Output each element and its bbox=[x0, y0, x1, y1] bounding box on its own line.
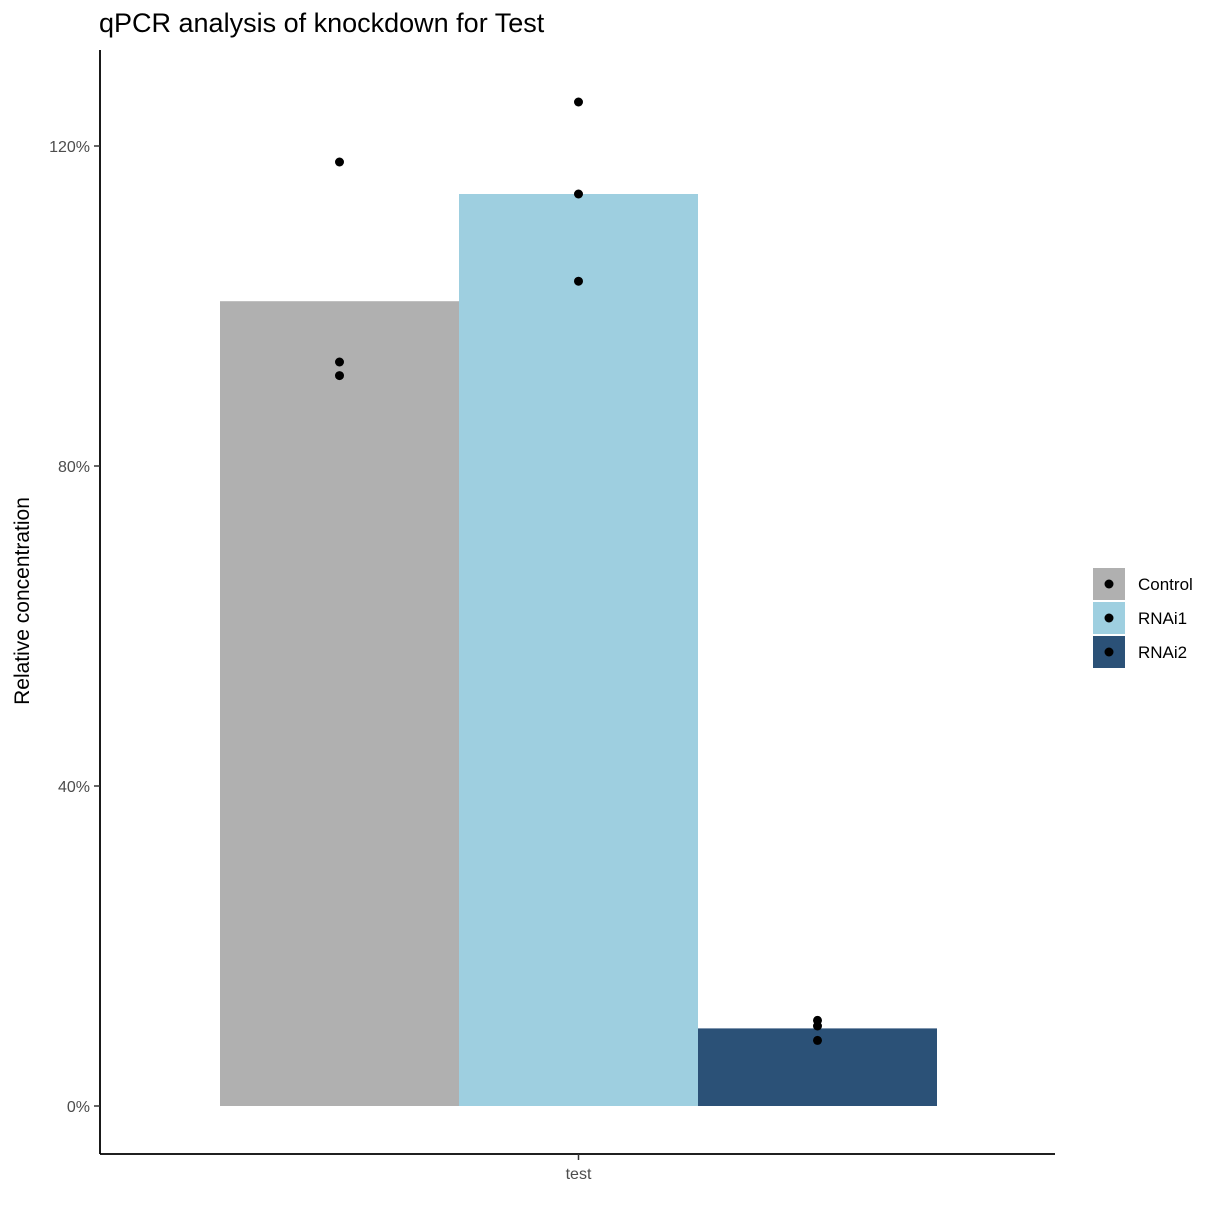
legend-point bbox=[1104, 613, 1114, 623]
legend-key-rnai2 bbox=[1093, 636, 1125, 668]
bar-control bbox=[220, 301, 459, 1106]
y-axis: 0% 40% 80% 120% bbox=[49, 50, 101, 1154]
x-axis: test bbox=[100, 1153, 1055, 1183]
legend-key-rnai1 bbox=[1093, 602, 1125, 634]
legend-label: RNAi2 bbox=[1138, 643, 1187, 662]
legend: Control RNAi1 RNAi2 bbox=[1093, 568, 1193, 668]
point-rnai2-3 bbox=[813, 1035, 822, 1045]
y-axis-title: Relative concentration bbox=[11, 497, 34, 705]
legend-point bbox=[1104, 579, 1114, 589]
point-control-3 bbox=[335, 371, 344, 381]
point-rnai1-2 bbox=[574, 189, 583, 199]
point-control-2 bbox=[335, 357, 344, 367]
plot-area bbox=[220, 97, 937, 1106]
bar-rnai1 bbox=[459, 194, 698, 1106]
legend-label: Control bbox=[1138, 575, 1193, 594]
point-control-1 bbox=[335, 157, 344, 167]
legend-key-control bbox=[1093, 568, 1125, 600]
y-tick-label: 80% bbox=[58, 459, 90, 476]
point-rnai1-1 bbox=[574, 97, 583, 107]
y-tick-label: 120% bbox=[49, 139, 90, 156]
y-tick-label: 0% bbox=[67, 1099, 90, 1116]
point-rnai1-3 bbox=[574, 276, 583, 286]
y-tick-label: 40% bbox=[58, 779, 90, 796]
point-rnai2-2 bbox=[813, 1021, 822, 1031]
chart-title: qPCR analysis of knockdown for Test bbox=[99, 8, 545, 38]
legend-point bbox=[1104, 647, 1114, 657]
legend-label: RNAi1 bbox=[1138, 609, 1187, 628]
x-tick-label: test bbox=[566, 1166, 592, 1183]
